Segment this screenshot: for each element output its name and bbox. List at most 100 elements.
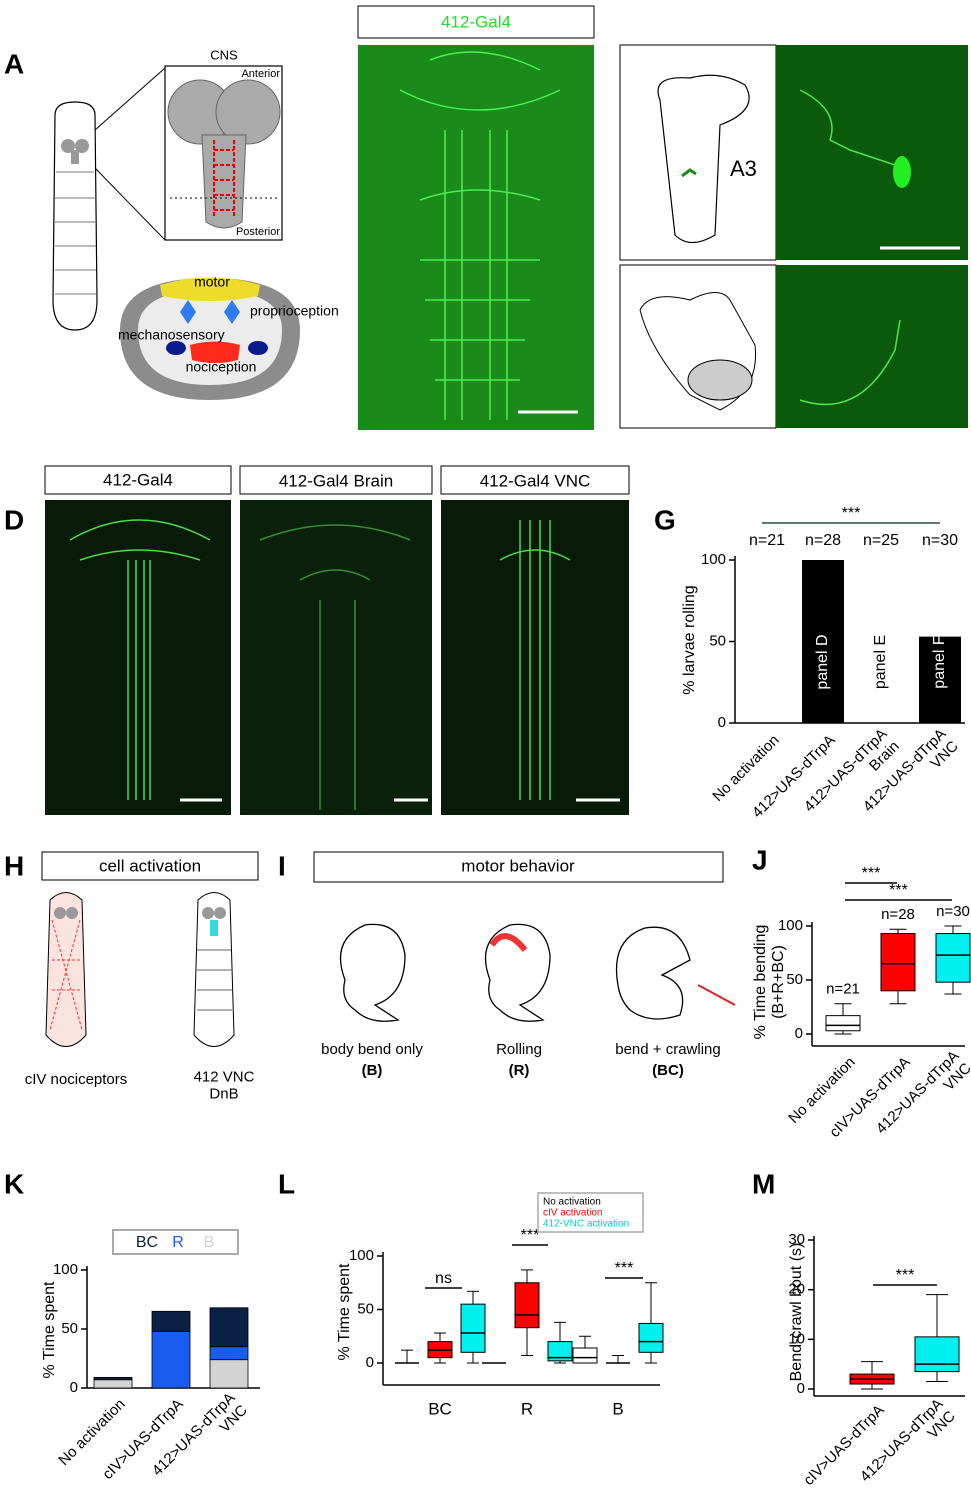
n-label: n=28 (881, 906, 915, 923)
larva-drawings (45, 892, 235, 1047)
y-tick-label: 100 (349, 1247, 374, 1264)
y-tick-label: 100 (701, 551, 726, 568)
mechanosensory-label: mechanosensory (118, 327, 225, 343)
significance-label: *** (842, 505, 861, 522)
panel-label: G (654, 504, 676, 535)
bar (802, 560, 844, 723)
box (935, 933, 971, 983)
panel-label: I (278, 850, 286, 881)
nociception-label: nociception (186, 359, 257, 375)
bar-segment (209, 1346, 249, 1361)
panel-title: 412-Gal4 (441, 12, 511, 31)
bar-label: panel F (931, 635, 948, 689)
y-axis-label: % larvae rolling (681, 585, 698, 694)
x-tick-label: 412>UAS-dTrpAVNC (149, 1389, 251, 1491)
x-tick-label: BC (428, 1399, 452, 1418)
y-tick-label: 0 (795, 1025, 803, 1042)
x-tick-label: R (521, 1399, 533, 1418)
bar-segment (93, 1379, 133, 1389)
box (880, 933, 916, 992)
bar-segment (151, 1330, 191, 1389)
y-tick-label: 0 (797, 1380, 805, 1397)
significance-label: *** (615, 1260, 634, 1277)
x-tick-label: 412>UAS-dTrpAVNC (873, 1047, 971, 1149)
posterior-label: Posterior (236, 226, 280, 238)
panel-title: 412-Gal4 Brain (279, 471, 393, 490)
y-axis-label: % Time bending(B+R+BC) (752, 925, 787, 1040)
legend-entry: B (204, 1234, 215, 1251)
bar-segment (209, 1307, 249, 1348)
panel-label: A (4, 48, 24, 79)
bar-segment (151, 1310, 191, 1332)
panel-label: H (4, 850, 24, 881)
bar-segment (93, 1376, 133, 1381)
significance-label: *** (896, 1267, 915, 1284)
y-axis-label: % Time spent (41, 1281, 58, 1378)
box (514, 1282, 540, 1329)
bar (919, 636, 961, 723)
panel-label: J (752, 844, 768, 875)
y-tick-label: 0 (70, 1379, 78, 1396)
behavior-drawings (339, 923, 736, 1022)
significance-label: *** (889, 882, 908, 899)
box (825, 1015, 861, 1032)
bar-label: panel E (872, 635, 889, 689)
legend-entry: R (172, 1234, 184, 1251)
y-tick-label: 50 (357, 1300, 374, 1317)
panel-label: K (4, 1168, 24, 1199)
box (547, 1341, 573, 1362)
cns-label: CNS (210, 47, 238, 62)
y-tick-label: 20 (788, 1281, 805, 1298)
significance-label: ns (435, 1270, 452, 1287)
micrographs-def (44, 465, 630, 815)
y-axis-label: % Time spent (336, 1263, 353, 1360)
n-label: n=25 (863, 532, 899, 549)
behavior-code: (BC) (652, 1062, 684, 1079)
n-label: n=30 (922, 532, 958, 549)
micrograph (358, 45, 594, 430)
n-label: n=30 (936, 903, 970, 920)
behavior-label: Rolling (496, 1041, 542, 1058)
motor-label: motor (194, 274, 230, 290)
panel-title: 412-Gal4 (103, 470, 173, 489)
panel-label: M (752, 1168, 775, 1199)
y-tick-label: 100 (53, 1261, 78, 1278)
behavior-code: (B) (362, 1062, 383, 1079)
larva-diagram (52, 65, 300, 400)
legend-entry: BC (136, 1234, 158, 1251)
behavior-label: bend + crawling (615, 1041, 720, 1058)
legend-box (112, 1229, 239, 1255)
legend-entry: No activation (543, 1197, 601, 1208)
anterior-label: Anterior (241, 68, 280, 80)
bar-label: panel D (814, 634, 831, 689)
n-label: n=28 (805, 532, 841, 549)
proprioception-label: proprioception (250, 303, 339, 319)
y-tick-label: 50 (709, 632, 726, 649)
panel-label: L (278, 1168, 295, 1199)
box (914, 1336, 960, 1373)
y-tick-label: 0 (366, 1354, 374, 1371)
y-tick-label: 30 (788, 1231, 805, 1248)
activation-label: 412 VNC DnB (194, 1068, 255, 1102)
title-box (357, 5, 595, 39)
box (638, 1322, 664, 1353)
box (572, 1347, 598, 1364)
x-tick-label: B (612, 1399, 623, 1418)
panel-title: motor behavior (461, 856, 575, 875)
panel-title: cell activation (99, 856, 201, 875)
y-tick-label: 50 (61, 1320, 78, 1337)
y-axis-label: Bend-crawl bout (s) (788, 1243, 805, 1382)
y-tick-label: 100 (778, 917, 803, 934)
panel-label: D (4, 504, 24, 535)
bar-segment (209, 1359, 249, 1389)
n-label: n=21 (826, 981, 860, 998)
behavior-label: body bend only (321, 1041, 423, 1058)
y-tick-label: 0 (718, 714, 726, 731)
legend-box (537, 1192, 644, 1233)
segment-label: A3 (730, 156, 757, 181)
activation-label: cIV nociceptors (25, 1071, 128, 1088)
legend-entry: 412-VNC activation (543, 1219, 629, 1230)
panel-title: 412-Gal4 VNC (480, 471, 591, 490)
significance-label: *** (521, 1227, 540, 1244)
